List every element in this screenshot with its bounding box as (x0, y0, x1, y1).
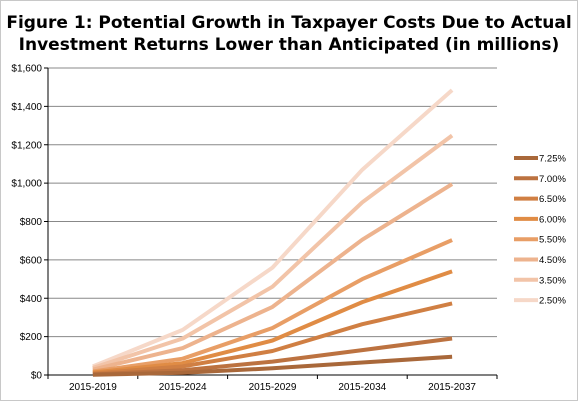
series-line-6.50% (92, 301, 453, 376)
y-tick-label: $1,600 (11, 64, 42, 75)
y-tick-label: $200 (20, 332, 43, 343)
legend-label: 7.25% (539, 154, 566, 165)
y-tick-label: $1,000 (11, 179, 42, 190)
legend-label: 6.00% (539, 214, 566, 225)
y-tick-label: $400 (20, 294, 43, 305)
legend-label: 7.00% (539, 174, 566, 185)
series-line-3.50% (92, 133, 454, 370)
x-tick-label: 2015-2037 (428, 382, 476, 393)
legend-label: 2.50% (539, 296, 566, 307)
chart-title-line-1: Figure 1: Potential Growth in Taxpayer C… (6, 13, 572, 33)
x-tick-label: 2015-2034 (338, 382, 386, 393)
legend-label: 3.50% (539, 275, 566, 286)
y-axis: $0 $200 $400 $600 $800 $1,000 $1,200 $1,400 $1,6… (11, 64, 49, 382)
gridlines (48, 67, 497, 338)
y-tick-label: $1,200 (11, 140, 42, 151)
x-tick-label: 2015-2029 (249, 382, 297, 393)
series-line-5.50% (92, 238, 453, 374)
series-line-2.50% (92, 88, 454, 369)
y-tick-label: $0 (31, 371, 43, 382)
series-line-4.50% (92, 182, 454, 372)
x-tick-label: 2015-2019 (69, 382, 117, 393)
legend: 7.25% 7.00% 6.50% 6.00% 5.50% 4.50% 3.50% 2.50% (514, 154, 566, 307)
legend-label: 6.50% (539, 194, 566, 205)
series-line-6.00% (92, 269, 453, 375)
y-tick-label: $800 (20, 217, 43, 228)
legend-label: 4.50% (539, 255, 566, 266)
series-lines (92, 88, 454, 377)
y-tick-label: $1,400 (11, 102, 42, 113)
chart-title-line-2: Investment Returns Lower than Anticipate… (18, 35, 560, 55)
series-line-7.25% (92, 354, 453, 377)
legend-label: 5.50% (539, 235, 566, 246)
chart-title: Figure 1: Potential Growth in Taxpayer C… (0, 12, 578, 56)
y-tick-label: $600 (20, 255, 43, 266)
x-axis: 2015-2019 2015-2024 2015-2029 2015-2034 2015… (47, 374, 498, 393)
x-tick-label: 2015-2024 (159, 382, 207, 393)
